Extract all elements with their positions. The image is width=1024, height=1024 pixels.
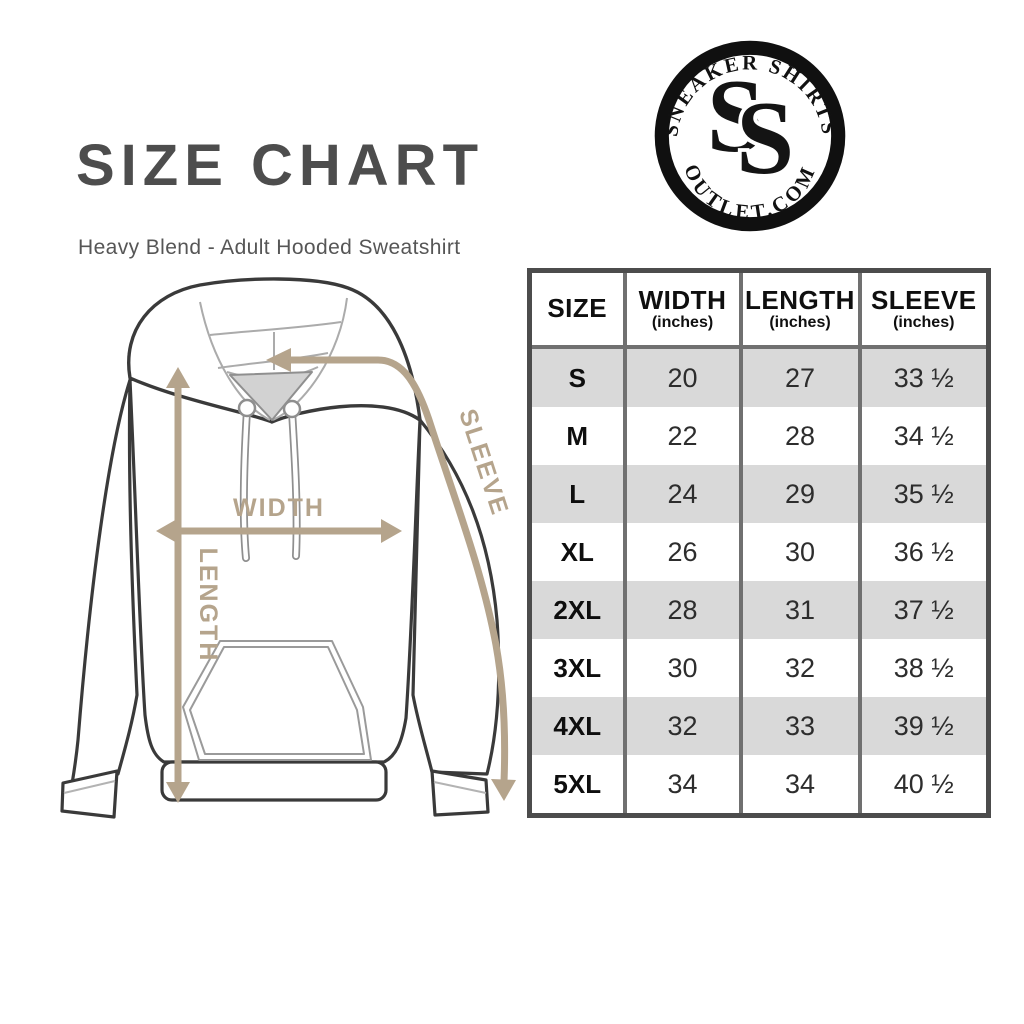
size-cell: 4XL [553,710,602,741]
length-cell: 31 [738,581,860,639]
right-cuff [430,769,490,817]
logo-ss-monogram-icon: S S [703,54,798,199]
length-cell: 28 [738,407,860,465]
left-sleeve [70,378,139,786]
table-row: S 20 27 33 ½ [529,347,989,407]
width-cell: 20 [622,347,741,407]
sleeve-cell: 38 ½ [857,639,989,697]
waistband [160,760,388,802]
logo-ring-icon [654,40,846,232]
length-cell: 29 [738,465,860,523]
table-row: M 22 28 34 ½ [530,407,989,465]
table-header-row: SIZE WIDTH (inches) LENGTH (inches) SLEE… [529,270,989,349]
length-measure-label: LENGTH [194,548,222,663]
measurement-arrows [156,348,516,803]
col-header-size: SIZE [529,270,625,349]
width-cell: 30 [622,639,741,697]
length-cell: 33 [738,697,860,755]
length-cell: 32 [738,639,860,697]
neck-inner-triangle [229,371,313,421]
sleeve-arrowhead-left-icon [266,348,291,372]
length-cell: 34 [738,755,860,816]
right-cuff-seam [433,781,487,794]
table-row: 3XL 30 32 38 ½ [530,639,989,697]
sleeve-cell: 33 ½ [857,347,989,407]
svg-text:S: S [736,80,794,196]
page-title: SIZE CHART [76,133,484,198]
sleeve-cell: 39 ½ [857,697,989,755]
hood-horizontal-seam-1 [209,321,342,336]
col-header-label: LENGTH [745,284,855,315]
width-cell: 34 [622,755,741,816]
width-cell: 22 [622,407,741,465]
brand-logo-badge: SNEAKER SHIRTS OUTLET.COM S S [654,40,846,232]
table-row: L 24 29 35 ½ [529,465,989,523]
col-header-units: (inches) [893,313,955,331]
length-arrowhead-down-icon [166,782,190,803]
col-header-units: (inches) [651,313,714,331]
left-eyelet [237,398,257,418]
length-arrowhead-up-icon [166,367,190,388]
width-cell: 26 [622,523,741,581]
sleeve-cell: 36 ½ [857,523,989,581]
col-header-label: WIDTH [638,284,727,315]
length-cell: 30 [738,523,860,581]
svg-text:S: S [707,58,765,174]
hoodie-diagram: WIDTH LENGTH SLEEVE [60,260,530,880]
sleeve-arrow [288,356,509,783]
col-header-label: SLEEVE [870,284,977,315]
left-cuff [60,769,119,819]
sleeve-cell: 37 ½ [857,581,989,639]
size-table: SIZE WIDTH (inches) LENGTH (inches) SLEE… [527,268,991,818]
col-header-width: WIDTH (inches) [622,270,741,349]
width-cell: 32 [622,697,741,755]
width-cell: 24 [622,465,741,523]
col-header-length: LENGTH (inches) [738,270,860,349]
table-row: XL 26 30 36 ½ [530,523,989,581]
size-cell: XL [560,536,594,567]
drawstrings [237,398,302,562]
kangaroo-pocket [182,640,372,761]
left-cuff-seam [63,780,116,794]
page-subtitle: Heavy Blend - Adult Hooded Sweatshirt [78,236,461,259]
table-row: 2XL 28 31 37 ½ [529,581,989,639]
length-cell: 27 [738,347,860,407]
size-cell: 2XL [553,594,602,625]
right-sleeve [411,418,501,776]
size-cell: 5XL [553,768,602,799]
pocket-inner-seam [189,646,365,755]
col-header-units: (inches) [769,313,831,331]
size-cell: M [566,420,589,451]
table-row: 4XL 32 33 39 ½ [529,697,989,755]
table-row: 5XL 34 34 40 ½ [530,755,989,816]
right-eyelet [282,399,302,419]
col-header-label: SIZE [547,293,608,324]
size-cell: L [569,478,586,509]
width-cell: 28 [622,581,741,639]
sleeve-cell: 35 ½ [857,465,989,523]
brand-logo: SNEAKER SHIRTS OUTLET.COM S S [652,38,848,234]
width-measure-label: WIDTH [233,494,325,522]
sleeve-cell: 34 ½ [857,407,989,465]
width-arrowhead-right-icon [381,519,402,543]
width-arrowhead-left-icon [156,519,177,543]
sleeve-arrowhead-down-icon [491,779,516,801]
col-header-sleeve: SLEEVE (inches) [857,270,989,349]
hood-opening-left-seam [199,301,271,421]
size-cell: S [568,362,586,393]
sleeve-cell: 40 ½ [857,755,989,816]
size-cell: 3XL [553,652,602,683]
size-table-body: S 20 27 33 ½ M 22 28 34 ½ L 24 29 35 ½ XL 26 30 36 ½ 2XL… [529,347,989,816]
